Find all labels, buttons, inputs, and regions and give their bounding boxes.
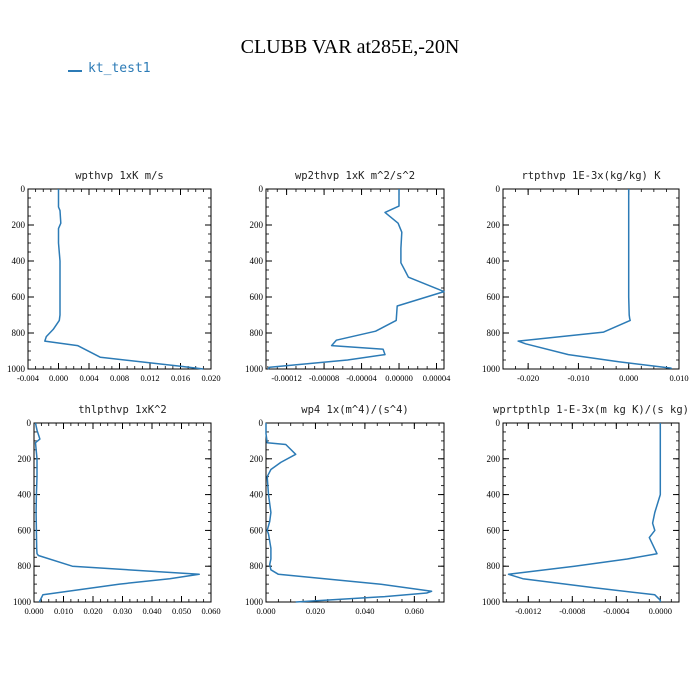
- x-tick-label: -0.00012: [271, 373, 301, 383]
- x-tick-label: 0.010: [54, 606, 73, 616]
- x-tick-label: -0.004: [17, 373, 40, 383]
- x-tick-label: 0.020: [83, 606, 102, 616]
- chart-title: wpthvp 1xK m/s: [75, 170, 164, 182]
- y-tick-label: 800: [487, 328, 501, 338]
- chart-panel-2: wp2thvp 1xK m^2/s^2 0 200 400 600 800 1000 -0.0…: [245, 170, 451, 383]
- series-line-kt-test1: [267, 189, 445, 370]
- x-tick-label: 0.000: [24, 606, 43, 616]
- y-tick-label: 400: [487, 256, 501, 266]
- x-tick-label: 0.030: [113, 606, 132, 616]
- y-tick-label: 1000: [7, 364, 26, 374]
- y-tick-label: 800: [12, 328, 26, 338]
- x-tick-label: -0.010: [567, 373, 589, 383]
- x-tick-label: 0.000: [49, 373, 68, 383]
- chart-title: thlpthvp 1xK^2: [78, 404, 167, 416]
- series-line-kt-test1: [44, 189, 204, 370]
- y-tick-label: 200: [250, 220, 264, 230]
- x-tick-label: -0.00004: [346, 373, 377, 383]
- y-tick-label: 800: [250, 328, 264, 338]
- chart-title: rtpthvp 1E-3x(kg/kg) K: [521, 170, 661, 182]
- plot-frame: [265, 188, 445, 370]
- y-tick-label: 1000: [482, 364, 501, 374]
- y-tick-label: 200: [487, 454, 501, 464]
- x-tick-label: 0.000: [619, 373, 638, 383]
- plot-frame: [502, 188, 680, 370]
- x-tick-label: 0.0000: [649, 606, 672, 616]
- y-tick-label: 400: [18, 490, 32, 500]
- x-tick-label: 0.008: [110, 373, 129, 383]
- x-tick-label: 0.004: [79, 373, 99, 383]
- y-tick-label: 600: [487, 525, 501, 535]
- x-tick-label: 0.00000: [385, 373, 413, 383]
- y-tick-label: 600: [250, 292, 264, 302]
- x-tick-label: -0.0012: [515, 606, 541, 616]
- y-tick-label: 200: [487, 220, 501, 230]
- chart-panel-3: rtpthvp 1E-3x(kg/kg) K 0 200 400 600 800 1000 -…: [482, 170, 689, 383]
- x-tick-label: 0.050: [172, 606, 191, 616]
- page-title: CLUBB VAR at285E,-20N: [240, 36, 460, 58]
- x-tick-label: 0.060: [201, 606, 220, 616]
- chart-title: wp4 1x(m^4)/(s^4): [301, 404, 408, 416]
- x-tick-label: 0.010: [669, 373, 688, 383]
- series-line-kt-test1: [34, 422, 200, 603]
- y-tick-label: 400: [487, 490, 501, 500]
- y-tick-label: 400: [12, 256, 26, 266]
- y-tick-label: 0: [496, 184, 501, 194]
- legend-line-swatch: [68, 70, 82, 72]
- series-line-kt-test1: [517, 189, 673, 370]
- chart-panel-6: wprtpthlp 1-E-3x(m kg K)/(s kg) 0 200 400 60…: [482, 404, 689, 616]
- x-tick-label: 0.060: [405, 606, 424, 616]
- y-tick-label: 800: [18, 561, 32, 571]
- y-tick-label: 600: [487, 292, 501, 302]
- x-tick-label: -0.00008: [309, 373, 339, 383]
- chart-title: wprtpthlp 1-E-3x(m kg K)/(s kg): [493, 404, 689, 416]
- y-tick-label: 1000: [482, 597, 501, 607]
- x-tick-label: -0.0004: [603, 606, 630, 616]
- y-tick-label: 0: [259, 418, 264, 428]
- x-tick-label: 0.016: [171, 373, 190, 383]
- y-tick-label: 1000: [13, 597, 32, 607]
- x-tick-label: 0.012: [140, 373, 159, 383]
- y-tick-label: 0: [259, 184, 264, 194]
- y-tick-label: 400: [250, 490, 264, 500]
- chart-panel-1: wpthvp 1xK m/s 0 200 400 600 800 1000-0.004 0.0…: [7, 170, 221, 383]
- y-tick-label: 600: [18, 525, 32, 535]
- y-tick-label: 200: [250, 454, 264, 464]
- series-line-kt-test1: [507, 423, 662, 602]
- y-tick-label: 1000: [245, 364, 264, 374]
- y-tick-label: 1000: [245, 597, 264, 607]
- x-tick-label: 0.040: [355, 606, 374, 616]
- x-tick-label: 0.020: [201, 373, 220, 383]
- y-tick-label: 0: [27, 418, 32, 428]
- y-tick-label: 800: [250, 561, 264, 571]
- chart-title: wp2thvp 1xK m^2/s^2: [295, 170, 415, 182]
- plot-frame: [502, 422, 680, 603]
- y-tick-label: 600: [250, 525, 264, 535]
- y-tick-label: 600: [12, 292, 26, 302]
- x-tick-label: 0.000: [256, 606, 275, 616]
- series-line-kt-test1: [265, 423, 433, 603]
- x-tick-label: -0.0008: [559, 606, 585, 616]
- x-tick-label: 0.020: [306, 606, 325, 616]
- y-tick-label: 0: [21, 184, 26, 194]
- y-tick-label: 0: [496, 418, 501, 428]
- x-tick-label: -0.020: [517, 373, 539, 383]
- y-tick-label: 200: [18, 454, 32, 464]
- y-tick-label: 400: [250, 256, 264, 266]
- x-tick-label: 0.040: [142, 606, 161, 616]
- y-tick-label: 800: [487, 561, 501, 571]
- plot-frame: [33, 422, 212, 603]
- y-tick-label: 200: [12, 220, 26, 230]
- legend-label: kt_test1: [88, 61, 151, 76]
- x-tick-label: 0.00004: [423, 373, 451, 383]
